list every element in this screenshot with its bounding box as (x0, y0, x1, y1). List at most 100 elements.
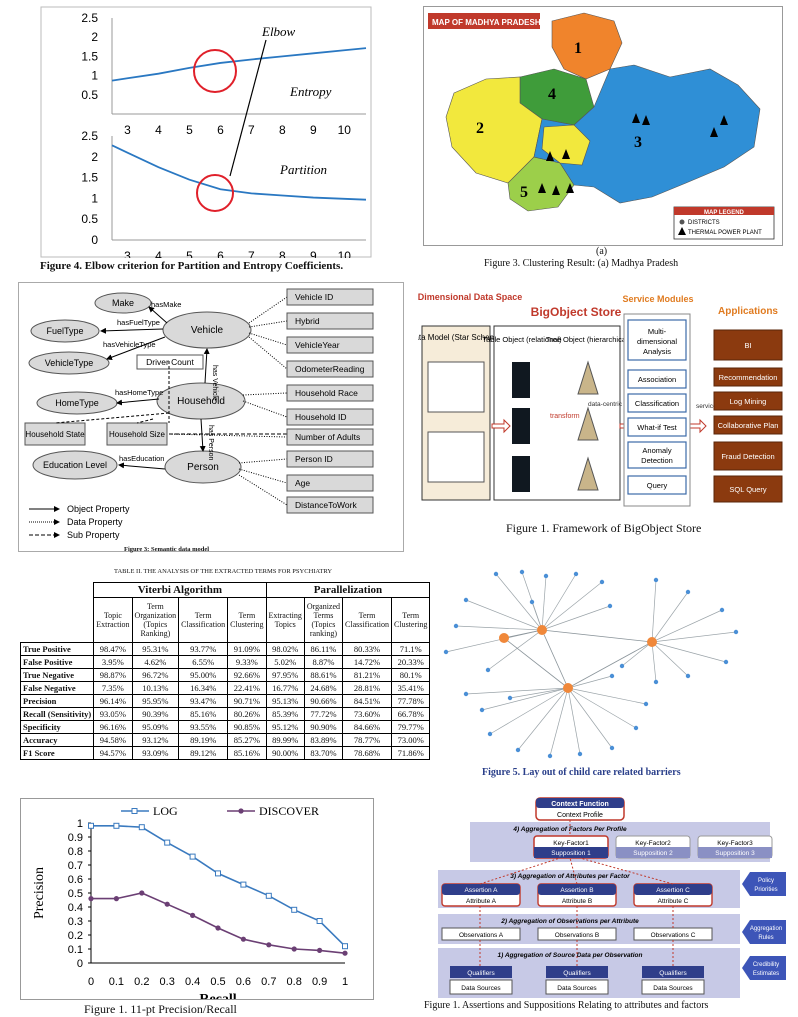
table-row: False Negative 7.35% 10.13% 16.34% 22.41% 16.… (19, 681, 431, 695)
elbow-caption: Figure 4. Elbow criterion for Partition … (40, 260, 344, 272)
table-cell: 24.68% (303, 681, 344, 695)
table-cell: 66.78% (391, 707, 431, 721)
service-module-box (627, 417, 687, 437)
data-property-box (286, 384, 374, 402)
factor-label: Key-Factor3 (717, 840, 753, 847)
semantic-caption: Figure 3: Semantic data model (124, 546, 210, 553)
table-cell: 90.00% (265, 746, 305, 760)
thermal-plants (538, 113, 728, 195)
cluster-label-2: 2 (476, 120, 484, 137)
table-cell: 71.1% (391, 642, 431, 656)
attribute-label: Attribute A (466, 898, 497, 905)
assertions-figure: 4) Aggregation of Factors Per Profile 3)… (420, 796, 792, 1002)
node-person-label: Person (187, 462, 219, 473)
entropy-x-tick: 10 (338, 123, 352, 137)
edge-haseducation-label: hasEducation (119, 454, 164, 463)
table-cell: 93.55% (178, 720, 229, 734)
col-apps-title: Applications (718, 306, 778, 317)
network-edge (541, 605, 611, 631)
arrow-transform (491, 418, 511, 434)
cluster-label-1: 1 (574, 40, 582, 57)
map-legend-header (674, 207, 774, 215)
network-hub-node (563, 683, 573, 693)
data-source-box (449, 979, 513, 995)
data-properties: Vehicle ID Hybrid VehicleYear OdometerReadi… (168, 288, 374, 514)
table-cell: 96.14% (93, 694, 133, 708)
table-cell: 95.12% (265, 720, 305, 734)
network-edge (567, 641, 653, 689)
network-edge (567, 687, 637, 729)
application-label: SQL Query (729, 485, 766, 494)
network-edge (651, 591, 689, 643)
table-cell: 79.77% (391, 720, 431, 734)
service-module-label: What-if Test (637, 423, 677, 432)
network-leaf-node (443, 649, 449, 655)
pr-x-tick: 0.6 (236, 976, 251, 988)
elbow-chart-svg: 2.5 2 1.5 1 0.5 3 4 5 6 7 8 9 10 2.5 2 1.5 1 0.5 0 3 4 5 6 7 8 9… (40, 6, 372, 263)
network-leaf-node (479, 707, 485, 713)
network-edge (567, 675, 613, 689)
data-property-edge (168, 433, 288, 438)
service-module-box (627, 393, 687, 413)
application-label: Fraud Detection (721, 452, 774, 461)
table-cell: 78.77% (342, 733, 393, 747)
legend-districts: DISTRICTS (688, 220, 720, 226)
table-cell: 86.11% (303, 642, 344, 656)
table-cell: 89.99% (265, 733, 305, 747)
group-viterbi: Viterbi Algorithm (93, 582, 267, 598)
table-cell: 71.86% (391, 746, 431, 760)
data-property-edge (238, 474, 288, 506)
application-box (713, 367, 783, 387)
label-entropy: Entropy (289, 84, 332, 99)
network-hub-node (499, 633, 509, 643)
network-leaf-node (577, 751, 583, 757)
thermal-plant-marker (562, 149, 570, 159)
network-edge (651, 609, 723, 643)
legend-log-label: LOG (153, 804, 178, 818)
application-box (713, 475, 783, 503)
node-make-label: Make (112, 298, 134, 308)
node-vehicle-label: Vehicle (191, 325, 224, 336)
pr-point-discover (190, 912, 196, 918)
table-cell: 93.05% (93, 707, 133, 721)
partition-y-tick: 1.5 (81, 171, 98, 185)
network-edge (567, 687, 613, 749)
legend-data-property: Data Property (67, 517, 123, 527)
node-make (94, 292, 152, 314)
pr-x-tick: 0 (88, 976, 94, 988)
table-cell: 4.62% (131, 655, 180, 669)
network-edge (465, 599, 543, 631)
network-edge (489, 687, 569, 735)
table-cell: 90.71% (227, 694, 267, 708)
data-model-label: Data Model (Star Schema) (418, 333, 504, 342)
bigobject-svg: Multi-Dimensional Data Space BigObject S… (394, 292, 783, 507)
pr-ylabel: Precision (32, 867, 47, 919)
table-cell: 16.34% (178, 681, 229, 695)
network-edge (651, 641, 727, 663)
data-property-edge (248, 296, 288, 324)
network-leaf-node (607, 603, 613, 609)
table-row: Recall (Sensitivity) 93.05% 90.39% 85.16% 80… (19, 707, 431, 721)
data-property-edge (248, 320, 288, 328)
entropy-x-tick: 5 (186, 123, 193, 137)
application-box (713, 391, 783, 411)
entropy-x-tick: 7 (248, 123, 255, 137)
assertion-label: Assertion C (656, 887, 690, 894)
qualifier-label: Qualifiers (467, 970, 495, 977)
data-property-edge (242, 400, 288, 418)
elbow-circle-top (193, 49, 237, 93)
data-property-box (286, 360, 374, 378)
network-leaf-node (493, 571, 499, 577)
table-cell: 73.00% (391, 733, 431, 747)
table-title: TABLE II. THE ANALYSIS OF THE EXTRACTED … (114, 568, 333, 575)
assertion-header (442, 884, 520, 895)
context-header (536, 798, 624, 808)
tree-object-2 (577, 406, 599, 441)
network-leaf-node (487, 731, 493, 737)
supposition-label: Supposition 2 (633, 850, 673, 857)
factor-label: Key-Factor1 (553, 840, 589, 847)
edge-hasperson-label: has Person (207, 425, 214, 461)
node-hometype-label: HomeType (55, 398, 99, 408)
table-cell: 89.19% (178, 733, 229, 747)
side-panel (742, 956, 786, 980)
